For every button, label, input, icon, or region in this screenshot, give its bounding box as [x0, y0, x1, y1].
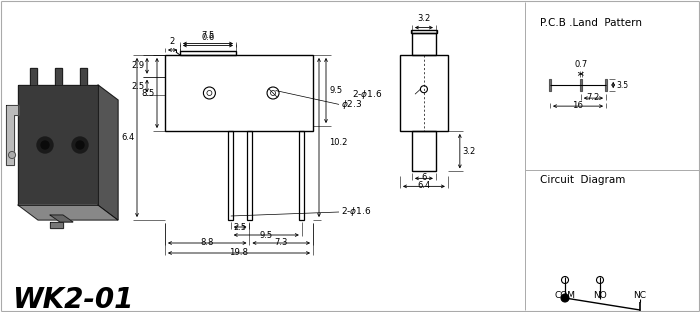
- Bar: [180, 51, 236, 55]
- Circle shape: [76, 141, 84, 149]
- Circle shape: [37, 137, 53, 153]
- Text: 7.2: 7.2: [587, 93, 600, 102]
- Polygon shape: [80, 68, 87, 85]
- Text: 3.2: 3.2: [462, 147, 475, 156]
- Text: 0.6: 0.6: [202, 32, 215, 41]
- Bar: [228, 131, 233, 220]
- Bar: [412, 32, 436, 55]
- Polygon shape: [50, 215, 73, 222]
- Bar: [549, 79, 551, 91]
- Text: P.C.B .Land  Pattern: P.C.B .Land Pattern: [540, 18, 642, 28]
- Text: Circuit  Diagram: Circuit Diagram: [540, 175, 625, 185]
- Polygon shape: [55, 68, 62, 85]
- Text: 2-$\phi$1.6: 2-$\phi$1.6: [352, 88, 383, 101]
- Text: 8.8: 8.8: [200, 238, 214, 247]
- Text: NO: NO: [593, 290, 607, 300]
- Text: 2-$\phi$1.6: 2-$\phi$1.6: [341, 206, 372, 218]
- Polygon shape: [18, 205, 118, 220]
- Circle shape: [41, 141, 49, 149]
- Circle shape: [72, 137, 88, 153]
- Text: 6.4: 6.4: [122, 133, 135, 142]
- Bar: [165, 55, 313, 131]
- Text: 2: 2: [170, 37, 175, 46]
- Text: $\phi$2.3: $\phi$2.3: [341, 98, 363, 111]
- Text: NC: NC: [634, 290, 647, 300]
- Text: WK2-01: WK2-01: [12, 286, 134, 312]
- Text: 9.5: 9.5: [329, 86, 342, 95]
- Text: 19.8: 19.8: [230, 248, 248, 257]
- Text: 3.2: 3.2: [417, 14, 430, 22]
- Circle shape: [561, 294, 569, 302]
- Bar: [412, 131, 436, 171]
- Text: 2.5: 2.5: [132, 81, 145, 90]
- Text: 6.4: 6.4: [417, 181, 430, 190]
- Bar: [411, 30, 437, 32]
- Circle shape: [8, 152, 15, 158]
- Text: 2.5: 2.5: [234, 223, 246, 232]
- Text: 7.5: 7.5: [202, 31, 215, 40]
- Polygon shape: [50, 222, 63, 228]
- Polygon shape: [98, 85, 118, 220]
- Text: 0.7: 0.7: [574, 60, 587, 69]
- Text: 7.3: 7.3: [274, 238, 288, 247]
- Text: COM: COM: [554, 290, 575, 300]
- Bar: [247, 131, 252, 220]
- Bar: [580, 79, 582, 91]
- Bar: [300, 131, 304, 220]
- Bar: [605, 79, 607, 91]
- Polygon shape: [6, 105, 18, 165]
- Text: 2.9: 2.9: [132, 61, 145, 70]
- Polygon shape: [30, 68, 37, 85]
- Text: 6: 6: [421, 173, 426, 182]
- Text: 8.5: 8.5: [141, 89, 155, 97]
- Text: 10.2: 10.2: [329, 138, 347, 147]
- Text: 16: 16: [573, 101, 584, 110]
- Text: 3.5: 3.5: [616, 80, 629, 90]
- Bar: [400, 55, 448, 131]
- Polygon shape: [18, 85, 98, 205]
- Text: 9.5: 9.5: [260, 231, 273, 240]
